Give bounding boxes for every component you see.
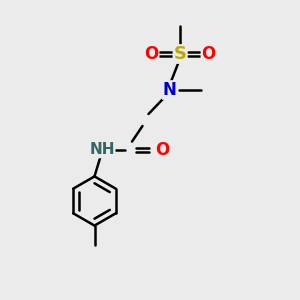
Text: NH: NH [89,142,115,158]
Text: O: O [155,141,170,159]
Text: N: N [163,81,176,99]
Text: O: O [201,45,216,63]
Text: O: O [144,45,159,63]
Text: S: S [173,45,187,63]
